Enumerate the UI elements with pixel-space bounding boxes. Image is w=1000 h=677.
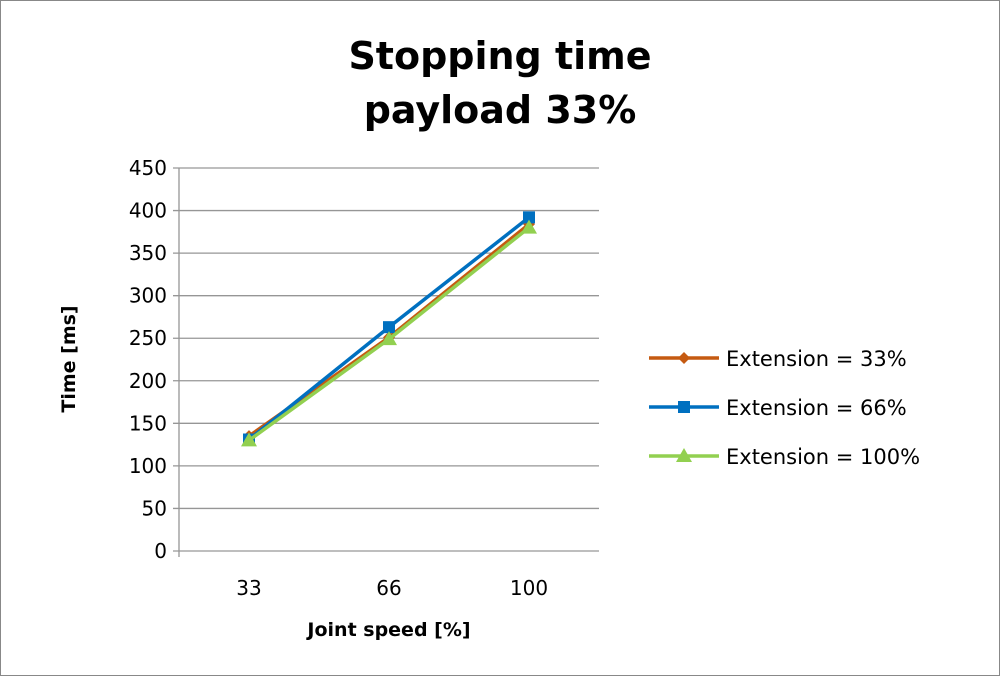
y-tick-label: 0 [154, 539, 167, 563]
series-3 [241, 219, 537, 447]
y-tick-label: 400 [129, 199, 167, 223]
legend-label: Extension = 33% [726, 347, 907, 371]
data-point [241, 432, 257, 447]
data-point [521, 219, 537, 234]
x-tick-label: 33 [236, 576, 261, 600]
y-tick-label: 250 [129, 326, 167, 350]
data-point [383, 321, 395, 334]
legend-item: Extension = 66% [649, 396, 907, 420]
legend-item: Extension = 33% [649, 347, 907, 371]
x-tick-label: 100 [510, 576, 548, 600]
y-axis-label: Time [ms] [58, 305, 80, 412]
y-tick-label: 150 [129, 411, 167, 435]
legend-label: Extension = 100% [726, 445, 920, 469]
y-tick-label: 200 [129, 369, 167, 393]
series-2 [243, 211, 535, 446]
x-tick-label: 66 [376, 576, 401, 600]
data-point [523, 211, 535, 224]
y-tick-label: 50 [142, 496, 167, 520]
legend-item: Extension = 100% [649, 445, 920, 469]
chart-subtitle: payload 33% [364, 88, 637, 132]
legend-label: Extension = 66% [726, 396, 907, 420]
y-tick-label: 300 [129, 284, 167, 308]
data-point [381, 331, 397, 346]
y-tick-label: 350 [129, 241, 167, 265]
y-tick-label: 100 [129, 454, 167, 478]
chart-title: Stopping time [348, 34, 651, 78]
y-tick-label: 450 [129, 156, 167, 180]
legend-marker [678, 352, 690, 364]
legend-marker [676, 448, 692, 462]
legend-marker [678, 401, 690, 413]
x-axis-label: Joint speed [%] [305, 619, 470, 641]
